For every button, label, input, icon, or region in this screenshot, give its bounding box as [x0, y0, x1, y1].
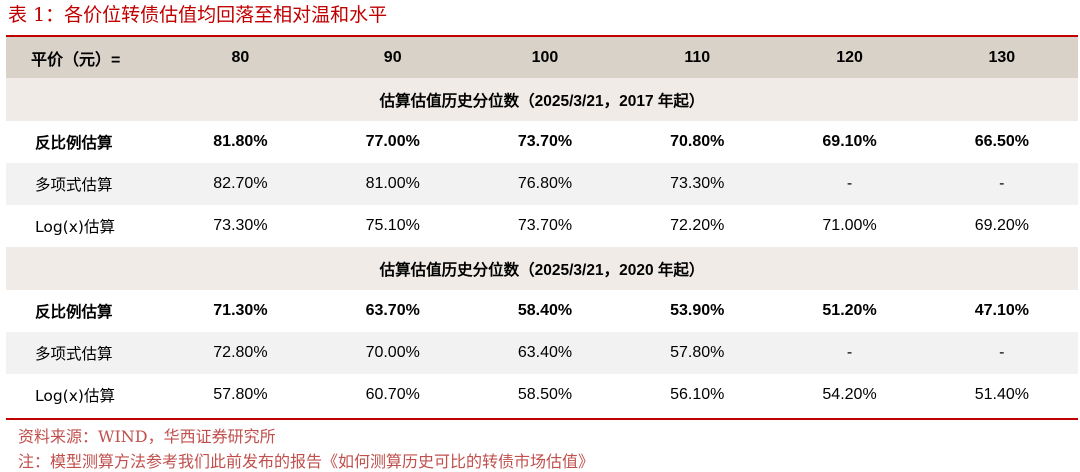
header-price: 80 — [164, 37, 317, 78]
table-cell: 63.70% — [365, 302, 420, 319]
table-cell: 82.70% — [164, 163, 317, 205]
table-cell: 71.00% — [822, 217, 877, 234]
header-label: 平价（元）= — [6, 37, 165, 78]
table-row: 反比例估算 71.30% 63.70% 58.40% 53.90% 51.20%… — [6, 290, 1078, 332]
section-title: 估算估值历史分位数（2025/3/21，2017 年起） — [6, 78, 1078, 121]
table-cell: - — [773, 163, 926, 205]
valuation-percentile-table: 平价（元）= 80 90 100 110 120 130 估算估值历史分位数（2… — [6, 37, 1078, 416]
header-price: 130 — [925, 37, 1078, 78]
table-cell: 71.30% — [213, 302, 268, 319]
row-label: Log(x)估算 — [35, 218, 115, 236]
table-cell: 70.00% — [316, 332, 469, 374]
table-row: Log(x)估算 57.80% 60.70% 58.50% 56.10% 54.… — [6, 374, 1078, 416]
header-price: 100 — [468, 37, 622, 78]
table-cell: 69.10% — [822, 133, 877, 150]
table-cell: 73.70% — [517, 133, 573, 150]
table-cell: 72.20% — [670, 217, 725, 234]
source-note: 资料来源：WIND，华西证券研究所 — [18, 427, 276, 446]
row-label: 多项式估算 — [6, 332, 165, 374]
table-cell: 73.30% — [213, 217, 268, 234]
header-price: 120 — [773, 37, 926, 78]
bottom-rule — [6, 418, 1078, 420]
table-cell: 70.80% — [670, 133, 725, 150]
table-cell: 56.10% — [670, 386, 725, 403]
table-cell: 77.00% — [365, 133, 420, 150]
table-title: 表 1：各价位转债估值均回落至相对温和水平 — [8, 4, 388, 26]
row-label: 反比例估算 — [35, 303, 113, 321]
section-header-row: 估算估值历史分位数（2025/3/21，2017 年起） — [6, 78, 1078, 121]
row-label: Log(x)估算 — [35, 387, 115, 405]
table-cell: - — [925, 332, 1078, 374]
section-title: 估算估值历史分位数（2025/3/21，2020 年起） — [6, 247, 1078, 290]
table-row: Log(x)估算 73.30% 75.10% 73.70% 72.20% 71.… — [6, 205, 1078, 247]
table-cell: 51.40% — [974, 386, 1029, 403]
top-rule — [6, 35, 1078, 37]
table-cell: 66.50% — [974, 133, 1029, 150]
table-cell: 81.00% — [316, 163, 469, 205]
row-label: 反比例估算 — [35, 134, 113, 152]
table-cell: 75.10% — [365, 217, 420, 234]
table-cell: 76.80% — [468, 163, 622, 205]
table-cell: 60.70% — [365, 386, 420, 403]
table-cell: 58.50% — [517, 386, 573, 403]
table-cell: 58.40% — [517, 302, 573, 319]
table-cell: - — [925, 163, 1078, 205]
table-header-row: 平价（元）= 80 90 100 110 120 130 — [6, 37, 1078, 78]
table-cell: 57.80% — [213, 386, 268, 403]
table-cell: 73.30% — [621, 163, 774, 205]
table-row: 多项式估算 82.70% 81.00% 76.80% 73.30% - - — [6, 163, 1078, 205]
table-cell: 69.20% — [974, 217, 1029, 234]
table-cell: - — [773, 332, 926, 374]
table-row: 多项式估算 72.80% 70.00% 63.40% 57.80% - - — [6, 332, 1078, 374]
section-header-row: 估算估值历史分位数（2025/3/21，2020 年起） — [6, 247, 1078, 290]
table-cell: 73.70% — [517, 217, 573, 234]
header-price: 110 — [621, 37, 774, 78]
table-cell: 81.80% — [213, 133, 268, 150]
table-cell: 72.80% — [164, 332, 317, 374]
row-label: 多项式估算 — [6, 163, 165, 205]
table-cell: 63.40% — [468, 332, 622, 374]
table-cell: 53.90% — [670, 302, 725, 319]
table-cell: 54.20% — [822, 386, 877, 403]
table-cell: 47.10% — [974, 302, 1029, 319]
method-note: 注：模型测算方法参考我们此前发布的报告《如何测算历史可比的转债市场估值》 — [18, 452, 595, 471]
table-row: 反比例估算 81.80% 77.00% 73.70% 70.80% 69.10%… — [6, 121, 1078, 163]
header-price: 90 — [316, 37, 469, 78]
table-cell: 57.80% — [621, 332, 774, 374]
table-cell: 51.20% — [822, 302, 877, 319]
